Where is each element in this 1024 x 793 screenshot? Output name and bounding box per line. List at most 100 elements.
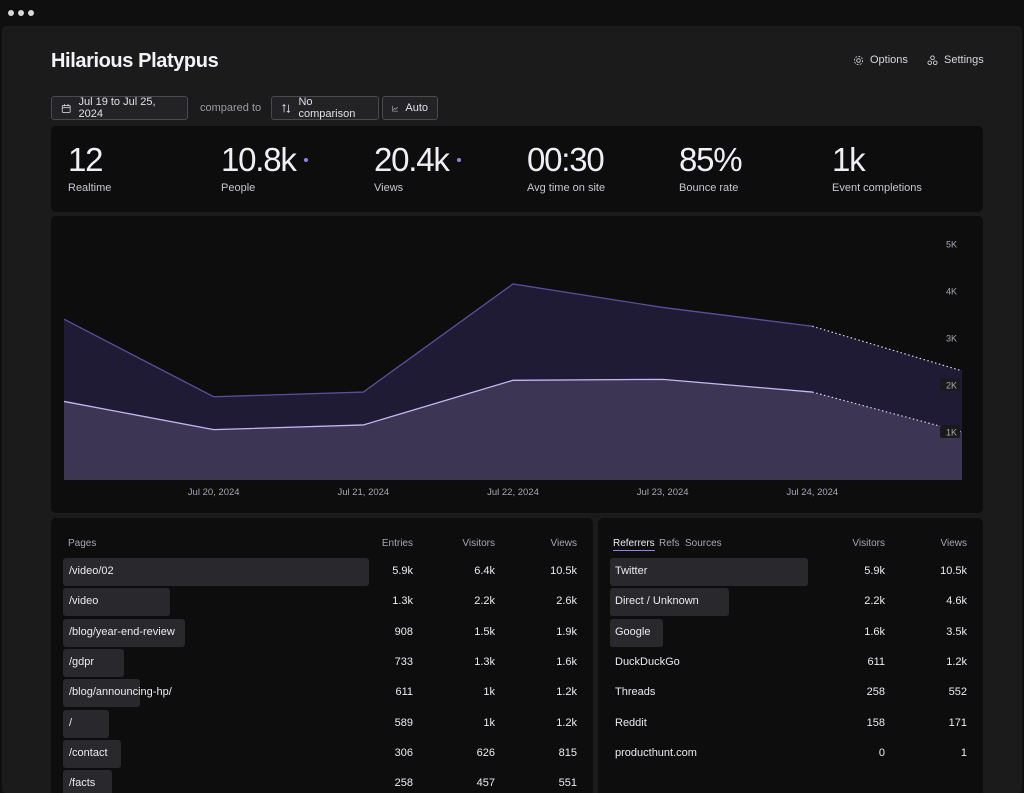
table-row[interactable]: Google 1.6k 3.5k [610, 618, 971, 647]
views-value: 551 [558, 777, 577, 790]
traffic-chart-svg: 5K 4K 3K 2K 1K Jul 20, 2024 Jul 21, 2024 Jul 22… [63, 240, 963, 498]
entries-value: 611 [395, 686, 413, 699]
entries-value: 258 [394, 777, 413, 790]
stat-bounce-rate[interactable]: 85% Bounce rate [679, 140, 743, 194]
views-value: 10.5k [550, 565, 577, 577]
y-tick-label: 2K [946, 381, 957, 391]
table-row[interactable]: Reddit 158 171 [610, 710, 971, 738]
pages-panel: Pages Entries Visitors Views /video/02 5.… [51, 518, 593, 793]
date-range-label: Jul 19 to Jul 25, 2024 [78, 96, 156, 120]
traffic-chart[interactable]: 5K 4K 3K 2K 1K Jul 20, 2024 Jul 21, 2024 Jul 22… [51, 216, 983, 513]
visitors-value: 6.4k [474, 565, 495, 577]
app-window: Hilarious Platypus Options Settings Jul … [2, 26, 1022, 793]
table-row[interactable]: /gdpr 733 1.3k 1.6k [63, 648, 581, 677]
tab-sources[interactable]: Sources [685, 538, 722, 549]
ref-visitors-value: 2.2k [864, 595, 885, 608]
x-tick-label: Jul 21, 2024 [337, 487, 389, 498]
window-maximize-dot[interactable] [28, 10, 34, 16]
page-path[interactable]: /blog/year-end-review [69, 625, 175, 638]
stat-realtime[interactable]: 12 Realtime [68, 140, 111, 194]
table-row[interactable]: /facts 258 457 551 [63, 770, 581, 793]
referrer-name[interactable]: producthunt.com [615, 746, 697, 759]
stat-event-completions[interactable]: 1k Event completions [832, 140, 922, 194]
ref-views-value: 552 [948, 686, 967, 699]
ref-visitors-value: 5.9k [864, 565, 885, 577]
options-button[interactable]: Options [853, 54, 908, 66]
y-tick-label: 5K [946, 240, 957, 250]
row-share-bar [610, 618, 664, 647]
page-path[interactable]: /contact [69, 746, 108, 759]
ref-visitors-header[interactable]: Visitors [852, 538, 885, 549]
visitors-header[interactable]: Visitors [462, 538, 495, 549]
stat-label: Bounce rate [679, 182, 739, 194]
stat-label: People [221, 182, 256, 194]
ref-visitors-value: 158 [866, 716, 885, 729]
table-row[interactable]: /blog/year-end-review 908 1.5k 1.9k [63, 618, 581, 647]
tab-refs[interactable]: Refs [659, 538, 680, 549]
referrer-name[interactable]: Google [615, 625, 651, 638]
series-1-partial-line [812, 391, 963, 433]
x-tick-label: Jul 22, 2024 [487, 487, 539, 498]
table-row[interactable]: Threads 258 552 [610, 679, 971, 707]
table-row[interactable]: /blog/announcing-hp/611 1k 1.2k [63, 679, 581, 708]
row-share-bar [63, 709, 109, 738]
table-row[interactable]: Twitter 5.9k 10.5k [610, 558, 971, 586]
series-1-area [64, 379, 962, 479]
page-path[interactable]: /video/02 [69, 565, 114, 577]
series-1-line [63, 378, 813, 431]
table-row[interactable]: Direct / Unknown 2.2k 4.6k [610, 588, 971, 617]
page-path[interactable]: /facts [69, 777, 96, 790]
window-close-dot[interactable] [8, 10, 14, 16]
table-row[interactable]: /contact 306 626 815 [63, 739, 581, 768]
compare-arrows-icon [282, 103, 291, 113]
settings-nodes-icon [927, 54, 938, 65]
referrer-name[interactable]: DuckDuckGo [615, 655, 680, 668]
table-row[interactable]: producthunt.com 0 1 [610, 740, 971, 768]
referrer-name[interactable]: Reddit [615, 716, 647, 729]
ref-views-value: 1.2k [946, 655, 967, 668]
stat-avg-time[interactable]: 00:30 Avg time on site [527, 140, 605, 194]
line-chart-icon [392, 105, 398, 111]
comparison-select[interactable]: No comparison [271, 96, 379, 120]
stat-value: 20.4k [374, 140, 461, 180]
date-range-picker[interactable]: Jul 19 to Jul 25, 2024 [51, 96, 188, 120]
y-tick-label: 4K [946, 287, 957, 297]
referrers-panel: Referrers Refs Sources Visitors Views Tw… [598, 518, 983, 793]
table-row[interactable]: / 589 1k 1.2k [63, 709, 581, 738]
views-header[interactable]: Views [550, 538, 578, 549]
tab-referrers[interactable]: Referrers [613, 538, 655, 551]
options-label: Options [870, 54, 908, 66]
referrer-name[interactable]: Twitter [615, 565, 648, 577]
granularity-select[interactable]: Auto [382, 96, 438, 120]
page-title: Hilarious Platypus [51, 50, 219, 72]
views-value: 815 [558, 746, 577, 759]
entries-value: 733 [394, 655, 413, 668]
referrer-name[interactable]: Direct / Unknown [615, 595, 699, 608]
stat-people[interactable]: 10.8k People [221, 140, 308, 194]
row-share-bar [610, 558, 808, 586]
settings-button[interactable]: Settings [927, 54, 984, 66]
page-path[interactable]: / [69, 716, 73, 729]
visitors-value: 1.5k [474, 625, 495, 638]
page-path[interactable]: /blog/announcing-hp/ [69, 686, 172, 699]
page-path[interactable]: /gdpr [69, 655, 95, 668]
table-row[interactable]: /video 1.3k 2.2k 2.6k [63, 588, 581, 617]
stat-label: Avg time on site [527, 182, 606, 194]
table-row[interactable]: /video/02 5.9k 6.4k 10.5k [63, 558, 581, 586]
entries-header[interactable]: Entries [381, 538, 413, 549]
referrer-name[interactable]: Threads [615, 686, 656, 699]
table-row[interactable]: DuckDuckGo 611 1.2k [610, 649, 971, 677]
views-value: 1.2k [556, 716, 577, 729]
page-path[interactable]: /video [69, 595, 99, 608]
ref-views-header[interactable]: Views [940, 538, 968, 549]
row-share-bar [63, 618, 186, 647]
stat-views[interactable]: 20.4k Views [374, 140, 461, 194]
comparison-label: No comparison [298, 96, 356, 120]
stat-value: 10.8k [221, 140, 308, 180]
pages-header: Pages [68, 538, 97, 549]
stat-label: Realtime [68, 182, 112, 194]
ref-views-value: 4.6k [946, 595, 967, 608]
views-value: 1.6k [556, 655, 577, 668]
window-minimize-dot[interactable] [18, 10, 24, 16]
views-value: 1.9k [556, 625, 577, 638]
